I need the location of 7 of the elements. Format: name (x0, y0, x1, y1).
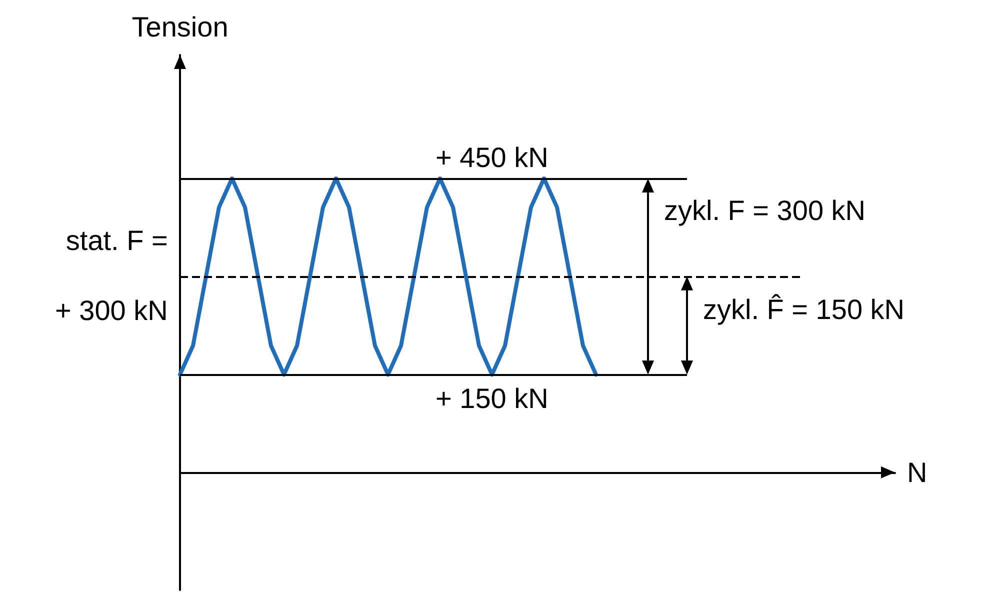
y-axis-title: Tension (132, 12, 228, 42)
ref-line-label: + 150 kN (436, 382, 548, 416)
ref-line-label: + 450 kN (436, 141, 548, 176)
x-axis-title: N (907, 456, 928, 488)
annotation: zykl. F = 300 kN (664, 194, 866, 228)
annotation: zykl. F̂ = 150 kN (703, 293, 905, 328)
text: stat. F = + 300 kN (55, 225, 168, 326)
